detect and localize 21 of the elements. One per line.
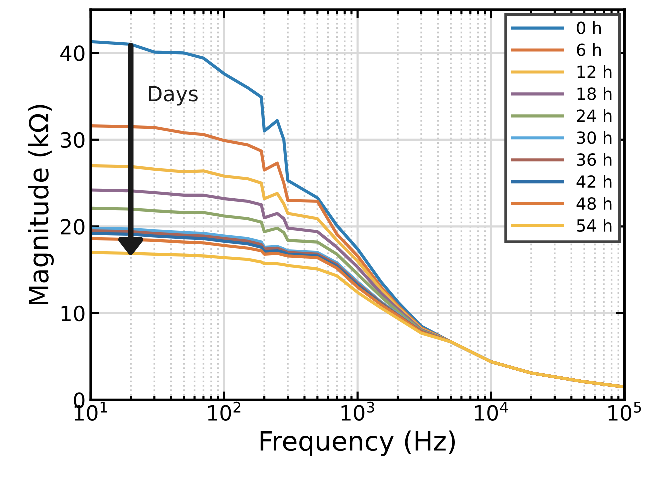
legend-label: 18 h	[578, 87, 612, 100]
y-tick-label: 40	[60, 46, 85, 62]
legend-label: 12 h	[578, 65, 612, 78]
legend-label: 36 h	[577, 153, 612, 166]
x-tick-label: 10$^{2}$	[208, 402, 241, 421]
legend-label: 0 h	[577, 21, 602, 34]
y-tick-label: 10	[62, 306, 85, 322]
x-axis-title: Frequency (Hz)	[260, 430, 456, 456]
legend-label: 6 h	[577, 43, 602, 56]
y-tick-label: 20	[61, 219, 85, 235]
y-axis-title: Magnitude (kΩ)	[28, 105, 54, 305]
y-tick-label: 30	[61, 132, 85, 148]
annotation: Days	[149, 86, 198, 106]
legend-label: 42 h	[576, 175, 612, 188]
x-tick-label: 10$^{3}$	[342, 402, 374, 421]
legend-label: 48 h	[576, 197, 612, 210]
legend-label: 30 h	[577, 131, 612, 144]
x-tick-label: 10$^{4}$	[475, 402, 508, 422]
legend-label: 54 h	[577, 219, 612, 232]
legend-label: 24 h	[577, 109, 612, 122]
x-tick-label: 10$^{5}$	[608, 402, 642, 422]
